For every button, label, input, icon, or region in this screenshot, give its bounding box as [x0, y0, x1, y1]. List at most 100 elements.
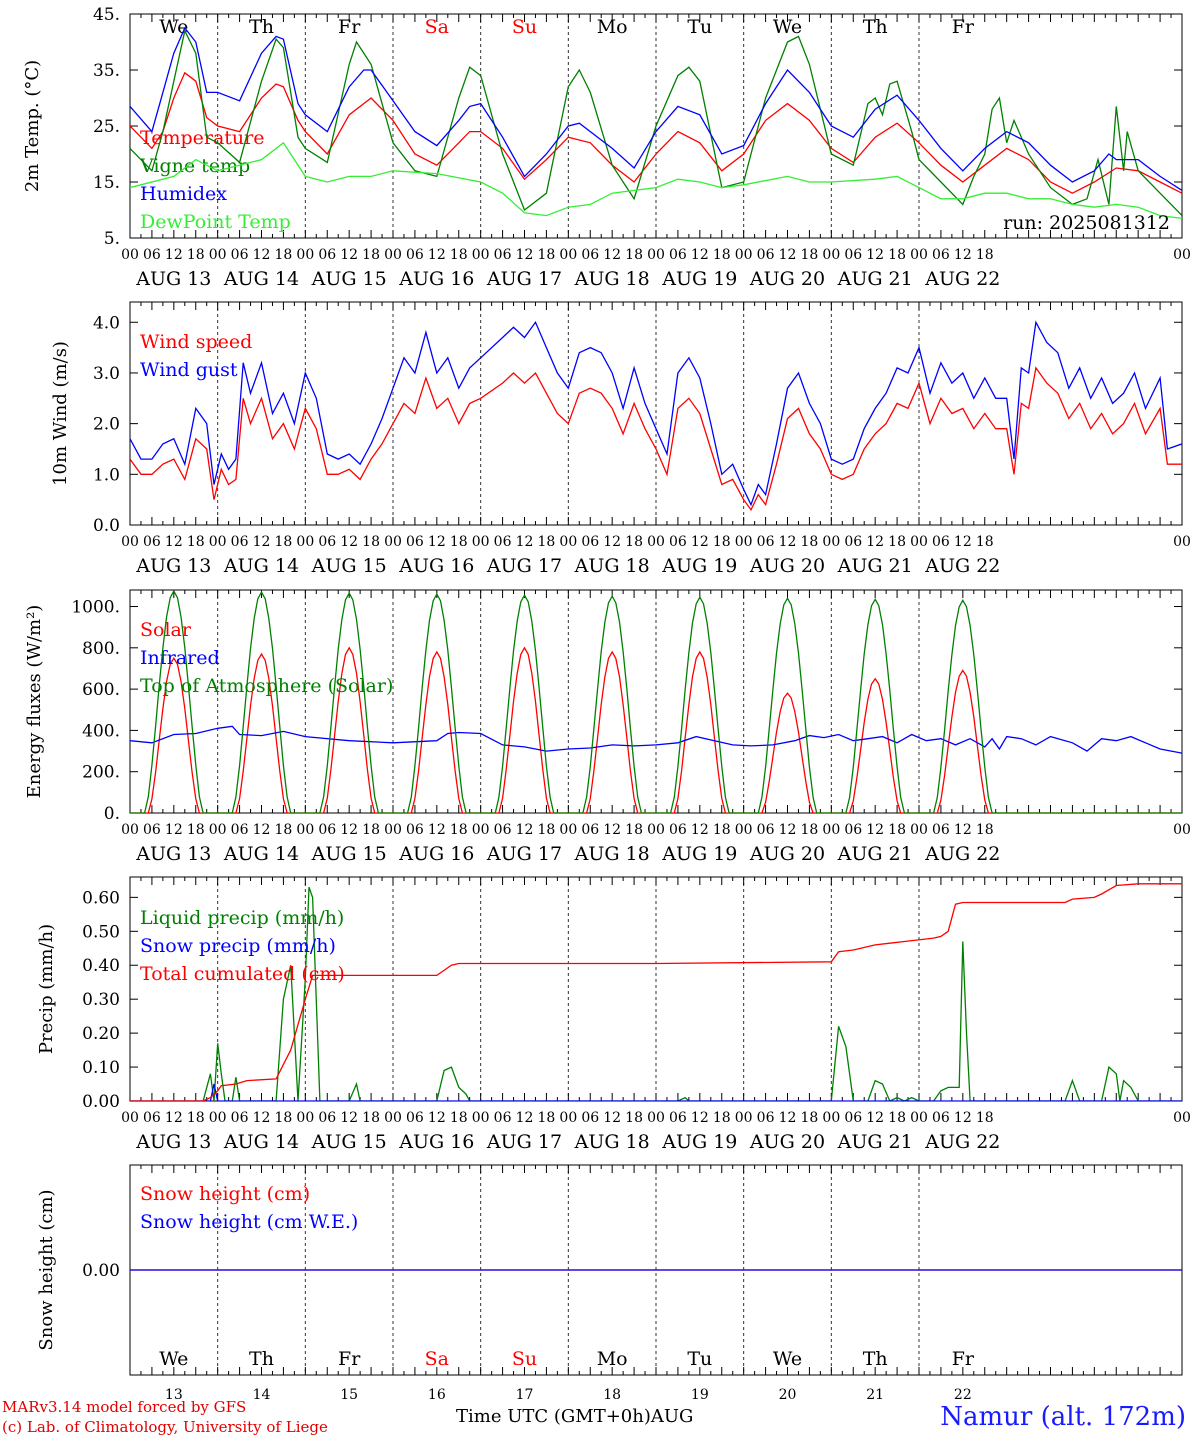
hour-tick-label: 06	[143, 822, 161, 838]
weekday-label: Th	[863, 16, 888, 38]
y-tick-label: 800.	[82, 639, 120, 659]
hour-tick-label: 00	[910, 1110, 928, 1126]
series-line-snow-precip-mm-h	[130, 1083, 1182, 1101]
y-tick-label: 35.	[93, 61, 120, 81]
hour-tick-label: 18	[976, 534, 994, 550]
hour-tick-label: 00	[647, 247, 665, 263]
hour-tick-label: 18	[625, 822, 643, 838]
hour-tick-label: 06	[406, 534, 424, 550]
hour-tick-label: 00	[559, 1110, 577, 1126]
hour-tick-label: 12	[253, 247, 271, 263]
hour-tick-label: 06	[231, 1110, 249, 1126]
day-number-label: 14	[253, 1387, 271, 1403]
hour-tick-label: 18	[801, 1110, 819, 1126]
date-label: AUG 14	[223, 1131, 299, 1153]
weekday-label: Th	[863, 1348, 888, 1370]
date-label: AUG 19	[661, 555, 737, 577]
hour-tick-label: 00	[209, 534, 227, 550]
weekday-label: We	[773, 1348, 802, 1370]
hour-tick-label: 06	[231, 822, 249, 838]
weekday-label: Sa	[425, 16, 449, 38]
hour-tick-label: 12	[340, 822, 358, 838]
hour-tick-label: 00	[559, 822, 577, 838]
hour-tick-label: 18	[801, 247, 819, 263]
hour-tick-label: 18	[450, 1110, 468, 1126]
hour-tick-label: 18	[538, 534, 556, 550]
y-axis-title: Snow height (cm)	[36, 1189, 57, 1350]
hour-tick-label: 12	[165, 1110, 183, 1126]
hour-tick-label: 18	[187, 1110, 205, 1126]
date-label: AUG 20	[749, 555, 825, 577]
hour-tick-label: 12	[691, 534, 709, 550]
weekday-label: Mo	[597, 16, 628, 38]
hour-tick-label: 00	[472, 822, 490, 838]
hour-tick-label: 18	[713, 822, 731, 838]
date-label: AUG 13	[135, 843, 211, 865]
y-tick-label: 0.60	[82, 888, 120, 908]
hour-tick-label: 00	[121, 822, 139, 838]
y-axis-title: 10m Wind (m/s)	[50, 341, 71, 486]
weekday-label: Su	[512, 1348, 537, 1370]
y-tick-label: 0.10	[82, 1058, 120, 1078]
hour-tick-label: 06	[581, 534, 599, 550]
hour-tick-label: 00	[647, 534, 665, 550]
hour-tick-label: 12	[866, 822, 884, 838]
hour-tick-label: 06	[143, 1110, 161, 1126]
time-axis-title-month: AUG	[650, 1406, 694, 1427]
hour-tick-label: 00	[296, 822, 314, 838]
weekday-label: Th	[249, 1348, 274, 1370]
date-label: AUG 18	[574, 1131, 650, 1153]
hour-tick-label: 12	[954, 534, 972, 550]
hour-tick-label: 18	[275, 822, 293, 838]
date-label: AUG 15	[311, 1131, 387, 1153]
weekday-label: Fr	[338, 16, 361, 38]
date-label: AUG 21	[837, 268, 913, 290]
hour-tick-label: 12	[165, 247, 183, 263]
date-label: AUG 18	[574, 555, 650, 577]
y-tick-label: 5.	[104, 229, 120, 249]
hour-tick-label: 18	[976, 1110, 994, 1126]
y-tick-label: 400.	[82, 721, 120, 741]
hour-tick-label: 18	[187, 534, 205, 550]
series-line-top-of-atmosphere-solar	[130, 590, 1182, 813]
hour-tick-label: 00	[1173, 822, 1191, 838]
date-label: AUG 13	[135, 1131, 211, 1153]
date-label: AUG 21	[837, 555, 913, 577]
weekday-label: We	[159, 1348, 188, 1370]
hour-tick-label: 06	[932, 534, 950, 550]
hour-tick-label: 00	[1173, 534, 1191, 550]
legend-entry: Infrared	[140, 647, 220, 669]
hour-tick-label: 18	[538, 822, 556, 838]
hour-tick-label: 00	[121, 247, 139, 263]
legend-entry: Wind gust	[140, 359, 238, 381]
hour-tick-label: 12	[691, 822, 709, 838]
hour-tick-label: 00	[910, 247, 928, 263]
hour-tick-label: 18	[450, 534, 468, 550]
y-tick-label: 45.	[93, 5, 120, 25]
hour-tick-label: 06	[757, 247, 775, 263]
date-label: AUG 13	[135, 268, 211, 290]
day-number-label: 21	[866, 1387, 884, 1403]
date-label: AUG 15	[311, 555, 387, 577]
y-tick-label: 0.00	[82, 1261, 120, 1281]
day-number-label: 13	[165, 1387, 183, 1403]
hour-tick-label: 06	[932, 822, 950, 838]
day-number-label: 17	[516, 1387, 534, 1403]
hour-tick-label: 00	[296, 1110, 314, 1126]
weekday-label: We	[773, 16, 802, 38]
date-label: AUG 15	[311, 268, 387, 290]
legend-entry: Temperature	[140, 127, 264, 149]
hour-tick-label: 12	[691, 247, 709, 263]
date-label: AUG 17	[486, 843, 562, 865]
hour-tick-label: 18	[888, 247, 906, 263]
date-label: AUG 14	[223, 555, 299, 577]
y-tick-label: 2.0	[93, 415, 120, 435]
y-tick-label: 0.	[104, 804, 120, 824]
hour-tick-label: 18	[362, 822, 380, 838]
y-tick-label: 1000.	[71, 598, 120, 618]
hour-tick-label: 18	[713, 1110, 731, 1126]
legend-entry: Top of Atmosphere (Solar)	[140, 675, 393, 697]
hour-tick-label: 06	[406, 1110, 424, 1126]
weekday-label: Th	[249, 16, 274, 38]
y-axis-title: 2m Temp. (°C)	[22, 60, 43, 192]
